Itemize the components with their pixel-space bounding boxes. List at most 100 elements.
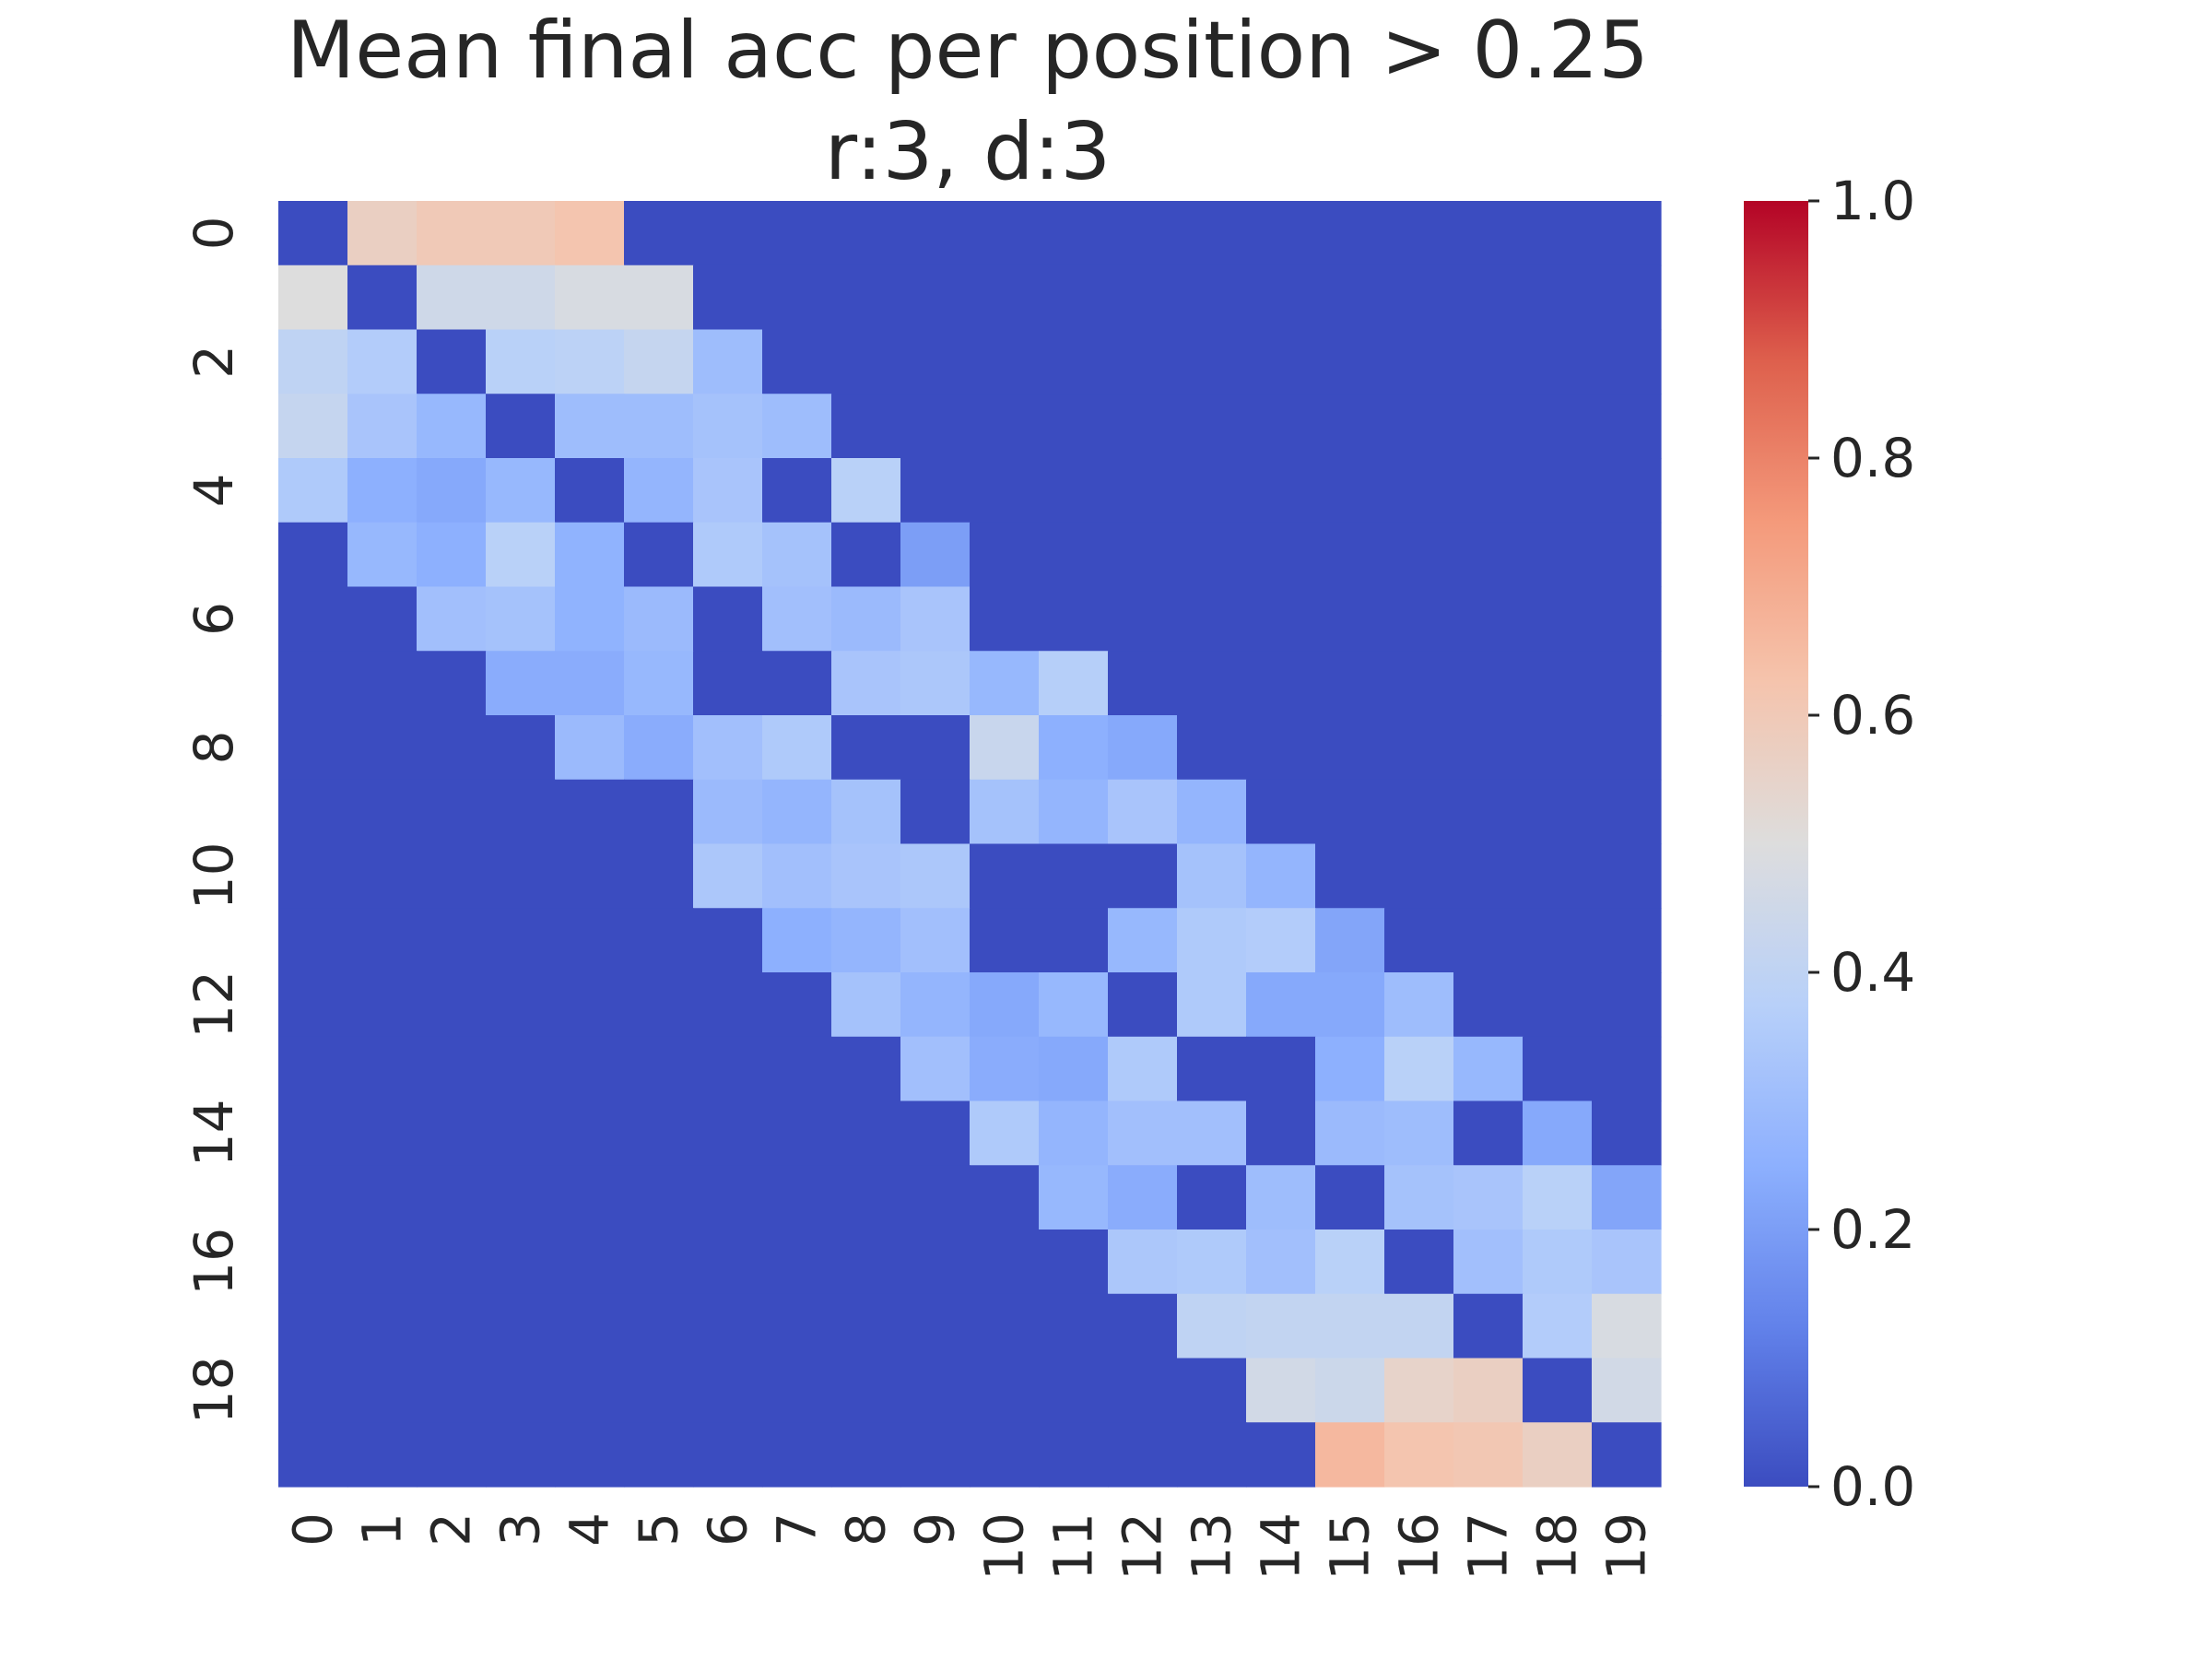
heatmap-cell [1315,586,1385,652]
heatmap-cell [762,1036,832,1102]
heatmap-cell [417,908,487,973]
heatmap-cell [1108,1230,1178,1295]
heatmap-cell [831,522,901,588]
heatmap-cell [486,651,556,716]
y-tick-label: 10 [182,841,245,910]
heatmap-cell [831,1036,901,1102]
heatmap-cell [1315,1036,1385,1102]
heatmap-cell [1177,1100,1247,1166]
heatmap-cell [1108,1293,1178,1359]
heatmap-cell [278,715,348,781]
heatmap-cell [1523,843,1593,909]
heatmap-cell [278,651,348,716]
heatmap-cell [1039,1165,1109,1230]
heatmap-cell [1453,265,1524,331]
heatmap-cell [1177,1230,1247,1295]
colorbar-tick-label: 0.6 [1830,684,1915,747]
heatmap-cell [1246,1422,1316,1488]
heatmap-cell [1523,394,1593,459]
heatmap-cell [347,651,418,716]
heatmap-cell [762,779,832,845]
heatmap-cell [1177,779,1247,845]
heatmap-cell [1523,522,1593,588]
heatmap-cell [1523,1230,1593,1295]
heatmap-cell [762,843,832,909]
heatmap-cell [347,972,418,1038]
heatmap-cell [1246,779,1316,845]
heatmap-cell [1315,1293,1385,1359]
heatmap-cell [1315,329,1385,394]
heatmap-cell [486,586,556,652]
heatmap-cell [1108,394,1178,459]
heatmap-cell [970,329,1040,394]
heatmap-cell [555,1293,625,1359]
y-tick-label: 12 [182,971,245,1039]
heatmap-cell [278,586,348,652]
heatmap-cell [486,908,556,973]
heatmap-cell [486,265,556,331]
colorbar-tick-label: 0.2 [1830,1198,1915,1261]
heatmap-cell [486,201,556,266]
heatmap-cell [555,843,625,909]
heatmap-cell [762,394,832,459]
heatmap-cell [278,394,348,459]
heatmap-cell [278,1293,348,1359]
heatmap-cell [278,1165,348,1230]
heatmap-cell [1592,715,1662,781]
heatmap-cell [1592,394,1662,459]
heatmap-cell [1592,329,1662,394]
heatmap-cell [1039,458,1109,524]
heatmap-cell [486,715,556,781]
heatmap-cell [555,1230,625,1295]
heatmap-cell [1108,843,1178,909]
heatmap-cell [1108,265,1178,331]
heatmap-cell [486,1358,556,1423]
heatmap-cell [417,1036,487,1102]
x-tick-label: 6 [697,1512,759,1547]
heatmap-cell [970,522,1040,588]
heatmap-cell [693,329,763,394]
heatmap-cell [1039,1036,1109,1102]
heatmap-cell [900,1100,971,1166]
heatmap-cell [417,1230,487,1295]
x-tick-label: 5 [628,1512,690,1547]
heatmap-cell [1523,972,1593,1038]
heatmap-cell [900,265,971,331]
heatmap-cell [1453,1100,1524,1166]
heatmap-cell [1453,201,1524,266]
heatmap-cell [970,651,1040,716]
heatmap-cell [900,394,971,459]
heatmap-cell [762,1293,832,1359]
y-tick-label: 18 [182,1356,245,1424]
heatmap-cell [970,1036,1040,1102]
heatmap-cell [417,779,487,845]
heatmap-cell [693,265,763,331]
heatmap-cell [762,651,832,716]
heatmap-cell [900,201,971,266]
heatmap-cell [970,1100,1040,1166]
heatmap-cell [624,265,694,331]
heatmap-cell [1453,908,1524,973]
heatmap-cell [486,972,556,1038]
colorbar-tick-label: 0.8 [1830,427,1915,489]
heatmap-cell [1523,1358,1593,1423]
heatmap-cell [1315,1100,1385,1166]
heatmap-cell [624,908,694,973]
heatmap-cell [1039,394,1109,459]
heatmap-cell [1108,1036,1178,1102]
x-tick-label: 2 [420,1512,483,1547]
heatmap-cell [900,843,971,909]
heatmap-cell [555,1358,625,1423]
heatmap-cell [693,1165,763,1230]
heatmap-cell [831,1165,901,1230]
heatmap-cell [970,586,1040,652]
heatmap-cell [1039,265,1109,331]
heatmap-cell [278,1036,348,1102]
heatmap-cell [417,201,487,266]
heatmap-cell [693,1230,763,1295]
heatmap-cell [1039,329,1109,394]
heatmap-cell [347,1293,418,1359]
heatmap-cell [624,458,694,524]
heatmap-cell [347,265,418,331]
heatmap-cell [1177,1036,1247,1102]
